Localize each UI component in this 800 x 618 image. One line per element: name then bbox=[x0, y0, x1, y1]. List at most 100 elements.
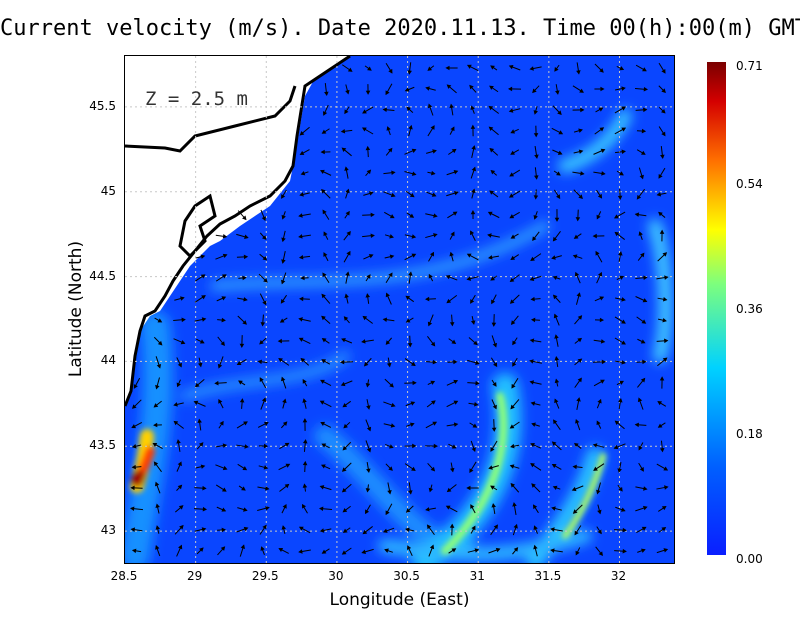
velocity-arrow-head bbox=[411, 171, 417, 176]
velocity-arrow-head bbox=[197, 362, 203, 368]
velocity-arrow-head bbox=[613, 444, 619, 450]
velocity-arrow-head bbox=[554, 217, 560, 222]
velocity-arrow-head bbox=[621, 149, 626, 155]
velocity-arrow-head bbox=[345, 89, 350, 95]
velocity-arrow-head bbox=[600, 339, 606, 344]
velocity-arrow-head bbox=[641, 150, 646, 155]
velocity-arrow-head bbox=[366, 447, 372, 453]
velocity-arrow-head bbox=[491, 322, 497, 327]
velocity-arrow-head bbox=[365, 145, 371, 151]
velocity-arrow-head bbox=[131, 404, 137, 409]
velocity-arrow-head bbox=[405, 295, 411, 301]
velocity-arrow-head bbox=[597, 193, 603, 199]
velocity-arrow-head bbox=[641, 548, 646, 553]
velocity-arrow-head bbox=[179, 524, 184, 530]
velocity-arrow-head bbox=[222, 465, 228, 471]
velocity-arrow-head bbox=[490, 276, 495, 281]
velocity-arrow-head bbox=[321, 315, 326, 321]
velocity-arrow-head bbox=[411, 148, 417, 153]
velocity-arrow-head bbox=[366, 426, 372, 432]
velocity-arrow-head bbox=[622, 548, 627, 554]
velocity-arrow-head bbox=[263, 465, 269, 470]
velocity-arrow-head bbox=[636, 194, 642, 200]
velocity-arrow-head bbox=[181, 317, 186, 323]
velocity-arrow-head bbox=[281, 279, 286, 285]
velocity-arrow-head bbox=[618, 251, 623, 256]
velocity-arrow-head bbox=[445, 505, 451, 510]
velocity-arrow-head bbox=[200, 464, 206, 469]
velocity-arrow-head bbox=[389, 254, 395, 259]
map-plot-area[interactable]: Z = 2.5 m bbox=[124, 55, 675, 564]
velocity-arrow-head bbox=[580, 171, 585, 176]
velocity-arrow-head bbox=[382, 317, 388, 322]
velocity-arrow-head bbox=[385, 510, 390, 516]
velocity-arrow-head bbox=[411, 253, 417, 258]
velocity-arrow-head bbox=[339, 359, 345, 365]
velocity-arrow-head bbox=[466, 485, 471, 491]
velocity-arrow-head bbox=[619, 66, 625, 71]
velocity-arrow-head bbox=[153, 461, 159, 467]
velocity-arrow-head bbox=[430, 380, 436, 385]
velocity-arrow-head bbox=[471, 188, 476, 194]
velocity-arrow-head bbox=[577, 377, 582, 383]
velocity-arrow-head bbox=[469, 84, 474, 90]
velocity-core bbox=[130, 392, 606, 555]
velocity-arrow-head bbox=[425, 296, 430, 302]
velocity-arrow-head bbox=[407, 343, 413, 348]
velocity-arrow-head bbox=[643, 107, 648, 113]
velocity-arrow-head bbox=[600, 148, 606, 153]
velocity-arrow-head bbox=[384, 548, 389, 553]
velocity-arrow-head bbox=[574, 271, 580, 277]
velocity-arrow-head bbox=[469, 468, 474, 474]
velocity-arrow-head bbox=[658, 211, 663, 217]
velocity-arrow-head bbox=[323, 231, 328, 237]
velocity-arrow-head bbox=[551, 441, 557, 446]
x-tick-label: 30.5 bbox=[393, 569, 420, 583]
velocity-arrow-head bbox=[466, 276, 472, 281]
velocity-arrow-head bbox=[662, 357, 668, 362]
velocity-arrow-head bbox=[342, 508, 348, 513]
velocity-arrow-head bbox=[510, 129, 516, 134]
velocity-arrow-head bbox=[411, 361, 416, 367]
velocity-arrow-head bbox=[265, 506, 270, 511]
velocity-arrow-head bbox=[529, 338, 535, 343]
velocity-arrow-head bbox=[180, 340, 186, 345]
velocity-arrow-head bbox=[664, 485, 669, 490]
velocity-arrow-head bbox=[173, 420, 179, 426]
velocity-arrow-head bbox=[509, 172, 515, 177]
velocity-arrow-head bbox=[492, 342, 498, 348]
velocity-arrow-head bbox=[385, 340, 391, 345]
velocity-arrow-head bbox=[429, 251, 435, 257]
velocity-arrow-head bbox=[319, 400, 325, 405]
velocity-arrow-head bbox=[488, 465, 493, 470]
velocity-arrow-head bbox=[319, 528, 325, 533]
velocity-arrow-head bbox=[218, 398, 223, 404]
velocity-arrow-head bbox=[471, 166, 476, 172]
velocity-arrow-head bbox=[361, 549, 366, 554]
velocity-arrow-head bbox=[300, 357, 306, 363]
velocity-arrow-head bbox=[634, 212, 640, 217]
velocity-arrow-head bbox=[257, 359, 263, 365]
velocity-arrow-head bbox=[214, 380, 219, 386]
velocity-arrow-head bbox=[620, 507, 626, 512]
velocity-arrow-head bbox=[534, 154, 539, 159]
velocity-arrow-head bbox=[621, 319, 626, 324]
velocity-arrow-head bbox=[658, 173, 663, 179]
velocity-arrow-head bbox=[430, 466, 436, 472]
velocity-arrow-head bbox=[177, 484, 183, 490]
velocity-arrow-head bbox=[344, 166, 349, 171]
velocity-arrow-head bbox=[391, 170, 396, 175]
velocity-arrow-head bbox=[640, 252, 645, 258]
velocity-arrow-head bbox=[453, 400, 459, 405]
velocity-arrow-head bbox=[578, 194, 583, 200]
velocity-arrow-head bbox=[530, 317, 536, 323]
velocity-arrow-head bbox=[298, 526, 304, 531]
velocity-arrow-head bbox=[385, 90, 390, 96]
velocity-arrow-head bbox=[199, 547, 204, 552]
velocity-arrow-head bbox=[382, 107, 387, 113]
velocity-arrow-head bbox=[618, 398, 623, 403]
velocity-arrow-head bbox=[343, 423, 348, 429]
velocity-arrow-head bbox=[553, 419, 558, 425]
velocity-arrow-head bbox=[155, 525, 161, 530]
velocity-arrow-head bbox=[642, 359, 647, 365]
